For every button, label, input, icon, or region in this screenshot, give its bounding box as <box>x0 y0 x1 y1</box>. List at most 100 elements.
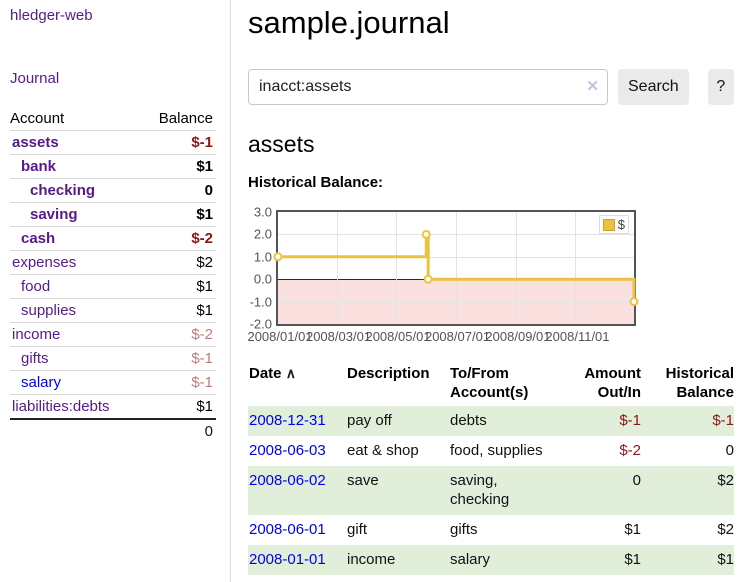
transaction-accounts: gifts <box>450 521 478 538</box>
sidebar-account-link-checking[interactable]: checking <box>30 182 96 199</box>
x-axis-tick-label: 2008/09/01 <box>485 329 551 344</box>
sidebar-account-row: assets $-1 <box>10 130 216 154</box>
account-balance: $1 <box>196 398 213 415</box>
sidebar-account-row: food $1 <box>10 274 216 298</box>
sidebar-account-row: salary $-1 <box>10 370 216 394</box>
transaction-accounts: salary <box>450 551 491 568</box>
transaction-description: save <box>346 466 449 515</box>
sidebar-account-link-saving[interactable]: saving <box>30 206 78 223</box>
sidebar-account-row: checking 0 <box>10 178 216 202</box>
transaction-balance: $2 <box>641 466 734 515</box>
v-gridline <box>337 212 338 324</box>
data-point-marker <box>421 229 431 239</box>
accounts-total: 0 <box>10 418 216 440</box>
register-row: 2008-06-02 save saving, checking 0 $2 <box>248 466 734 515</box>
account-balance: $1 <box>196 302 213 319</box>
y-axis-tick-label: -1.0 <box>249 294 272 310</box>
transaction-accounts: saving, checking <box>450 472 510 508</box>
sidebar-account-link-expenses[interactable]: expenses <box>12 254 77 271</box>
y-axis-tick-label: 2.0 <box>253 226 272 242</box>
transaction-amount: $-2 <box>619 442 641 459</box>
sidebar-account-row: supplies $1 <box>10 298 216 322</box>
account-balance: $2 <box>196 254 213 271</box>
sidebar-account-row: liabilities:debts $1 <box>10 394 216 418</box>
sidebar-account-link-assets[interactable]: assets <box>12 134 59 151</box>
accounts-header-account: Account <box>10 109 65 127</box>
account-balance: $1 <box>196 158 213 175</box>
account-balance: 0 <box>204 182 213 199</box>
sidebar-account-row: income $-2 <box>10 322 216 346</box>
account-heading: assets <box>248 131 315 157</box>
v-gridline <box>516 212 517 324</box>
sidebar-account-link-supplies[interactable]: supplies <box>21 302 77 319</box>
y-axis-tick-label: -2.0 <box>249 316 272 332</box>
transaction-description: gift <box>347 521 368 538</box>
sidebar-account-link-liabilities-debts[interactable]: liabilities:debts <box>12 398 110 415</box>
sidebar-account-link-gifts[interactable]: gifts <box>21 350 49 367</box>
data-point-marker <box>629 297 639 307</box>
accounts-tree: Account Balance assets $-1 bank $1 checking 0… <box>10 106 216 440</box>
register-row: 2008-01-01 income salary $1 $1 <box>248 545 734 575</box>
transaction-date-link[interactable]: 2008-06-01 <box>249 521 326 538</box>
y-axis-tick-label: 3.0 <box>253 204 272 220</box>
sidebar-account-link-cash[interactable]: cash <box>21 230 56 247</box>
sidebar-account-row: saving $1 <box>10 202 216 226</box>
app-title-link[interactable]: hledger-web <box>10 7 93 24</box>
transaction-accounts: food, supplies <box>450 442 543 459</box>
search-input[interactable] <box>248 69 608 105</box>
transaction-date-link[interactable]: 2008-12-31 <box>249 412 326 429</box>
sidebar-account-row: expenses $2 <box>10 250 216 274</box>
transaction-description: eat & shop <box>347 442 419 459</box>
transaction-balance: $1 <box>641 545 734 575</box>
sort-ascending-icon: ∧ <box>285 365 296 381</box>
x-axis-tick-label: 2008/03/01 <box>305 329 372 344</box>
help-button[interactable]: ? <box>707 69 734 105</box>
accounts-header-balance: Balance <box>158 109 213 127</box>
search-button[interactable]: Search <box>618 69 689 105</box>
sidebar-account-link-food[interactable]: food <box>21 278 51 295</box>
transaction-balance: $-1 <box>641 406 734 436</box>
transaction-accounts: debts <box>450 412 487 429</box>
col-header-tofrom: To/From Account(s) <box>450 365 529 401</box>
transaction-date-link[interactable]: 2008-01-01 <box>249 551 326 568</box>
transaction-amount: $1 <box>624 521 641 538</box>
sidebar-account-link-income[interactable]: income <box>12 326 61 343</box>
transaction-balance: $2 <box>717 521 734 538</box>
y-axis-tick-label: 1.0 <box>253 249 272 265</box>
col-header-date[interactable]: Date ∧ <box>249 365 296 382</box>
transaction-description: pay off <box>346 406 449 436</box>
account-balance: $-2 <box>191 326 213 343</box>
col-header-amount: Amount Out/In <box>584 365 641 401</box>
sidebar-account-row: bank $1 <box>10 154 216 178</box>
sidebar-account-row: cash $-2 <box>10 226 216 250</box>
transaction-date-link[interactable]: 2008-06-03 <box>249 442 326 459</box>
sidebar: hledger-web Journal Account Balance asse… <box>0 0 231 582</box>
transaction-balance: 0 <box>725 442 734 459</box>
sidebar-account-link-bank[interactable]: bank <box>21 158 57 175</box>
register-row: 2008-06-01 gift gifts $1 $2 <box>248 515 734 545</box>
x-axis-tick-label: 2008/05/01 <box>365 329 431 344</box>
v-gridline <box>575 212 576 324</box>
account-balance: $1 <box>196 278 213 295</box>
chart-legend: $ <box>598 215 629 234</box>
account-balance: $-1 <box>191 134 213 151</box>
x-axis-tick-label: 2008/01/01 <box>247 329 313 344</box>
register-row: 2008-12-31 pay off debts $-1 $-1 <box>248 406 734 436</box>
chart-section-label: Historical Balance: <box>248 174 384 191</box>
legend-label: $ <box>617 217 625 232</box>
register-row: 2008-06-03 eat & shop food, supplies $-2 0 <box>248 436 734 466</box>
transaction-amount: 0 <box>569 466 641 515</box>
col-header-balance: Historical Balance <box>665 365 734 401</box>
x-axis-tick-label: 2008/11/01 <box>545 329 610 344</box>
transaction-date-link[interactable]: 2008-06-02 <box>249 472 326 489</box>
chart-plot-area: $ <box>273 210 639 326</box>
account-balance: $-2 <box>191 230 213 247</box>
sidebar-account-link-salary[interactable]: salary <box>21 374 62 391</box>
sidebar-account-row: gifts $-1 <box>10 346 216 370</box>
clear-search-icon[interactable]: ✕ <box>586 78 599 95</box>
transaction-description: income <box>346 545 449 575</box>
col-header-description: Description <box>347 365 430 382</box>
data-point-marker <box>423 274 433 284</box>
page-title: sample.journal <box>248 5 450 40</box>
sidebar-item-journal[interactable]: Journal <box>10 70 60 87</box>
